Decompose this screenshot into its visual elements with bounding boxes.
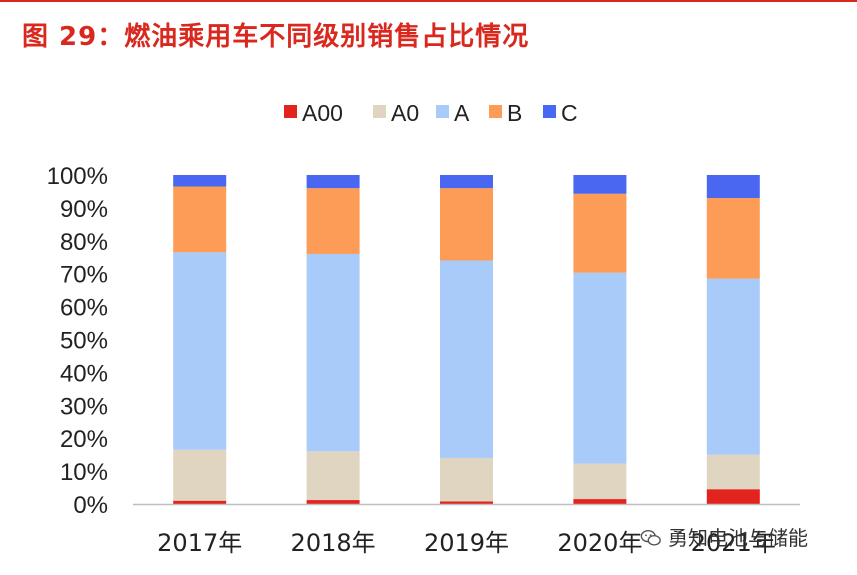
legend-label-a00: A00 — [302, 100, 343, 126]
legend-swatch-c — [543, 105, 556, 118]
bar-2020-a0 — [573, 463, 627, 500]
bar-2020-c — [573, 175, 627, 194]
y-tick-label: 60% — [60, 295, 108, 322]
figure-title-bar: 图 29：燃油乘用车不同级别销售占比情况 — [0, 0, 857, 56]
bar-2020-a — [573, 272, 627, 464]
y-tick-label: 0% — [73, 492, 108, 519]
y-axis: 0% 10% 20% 30% 40% 50% 60% 70% 80% 90% 100% — [47, 163, 108, 519]
legend-swatch-b — [489, 105, 502, 118]
bar-2019-a00 — [440, 501, 493, 504]
chart-legend: A00 A0 A B C — [284, 100, 578, 126]
bar-2020-a00 — [573, 499, 627, 504]
bar-2021-c — [706, 175, 760, 199]
bar-2021-b — [706, 198, 760, 279]
x-tick-label: 2017年 — [157, 529, 242, 557]
x-tick-label: 2020年 — [557, 529, 642, 557]
watermark: 勇知电池与储能 — [640, 522, 808, 551]
bar-2019-a — [440, 260, 493, 458]
bar-2018-c — [306, 175, 360, 189]
legend-swatch-a0 — [373, 105, 386, 118]
x-tick-label: 2019年 — [424, 529, 509, 557]
bar-2020-b — [573, 193, 627, 273]
legend-label-a0: A0 — [391, 100, 419, 126]
x-tick-label: 2018年 — [291, 529, 376, 557]
y-tick-label: 40% — [60, 360, 108, 387]
legend-swatch-a00 — [284, 105, 297, 118]
bar-2018-a0 — [306, 451, 360, 501]
bar-2017-a0 — [173, 449, 227, 501]
bar-2018-a00 — [306, 500, 360, 504]
x-tick-label: 2021年 — [691, 529, 776, 557]
y-tick-label: 10% — [60, 459, 108, 486]
bar-2019-a0 — [440, 457, 493, 502]
bar-2017-c — [173, 175, 227, 187]
figure-title: 图 29：燃油乘用车不同级别销售占比情况 — [22, 22, 530, 52]
bar-2018-b — [306, 188, 360, 254]
bar-2019-b — [440, 188, 493, 261]
bar-2019-c — [440, 175, 493, 189]
y-tick-label: 100% — [47, 163, 108, 190]
bar-2018-a — [306, 253, 360, 452]
y-tick-label: 70% — [60, 262, 108, 289]
bar-2021-a0 — [706, 454, 760, 490]
bar-2017-b — [173, 186, 227, 253]
wechat-icon — [640, 529, 661, 546]
bar-2021-a — [706, 278, 760, 455]
y-tick-label: 80% — [60, 229, 108, 256]
y-tick-label: 50% — [60, 328, 108, 355]
y-tick-label: 90% — [60, 196, 108, 223]
bar-area — [173, 175, 760, 504]
legend-swatch-a — [436, 105, 449, 118]
legend-label-c: C — [561, 100, 578, 126]
y-tick-label: 20% — [60, 426, 108, 453]
bar-2017-a00 — [173, 500, 227, 504]
legend-label-a: A — [454, 100, 470, 126]
watermark-text: 勇知电池与储能 — [668, 526, 808, 550]
bar-2021-a00 — [706, 489, 760, 504]
y-tick-label: 30% — [60, 393, 108, 420]
bar-2017-a — [173, 252, 227, 450]
legend-label-b: B — [507, 100, 522, 126]
x-axis: 2017年 2018年 2019年 2020年 2021年 — [133, 503, 800, 557]
